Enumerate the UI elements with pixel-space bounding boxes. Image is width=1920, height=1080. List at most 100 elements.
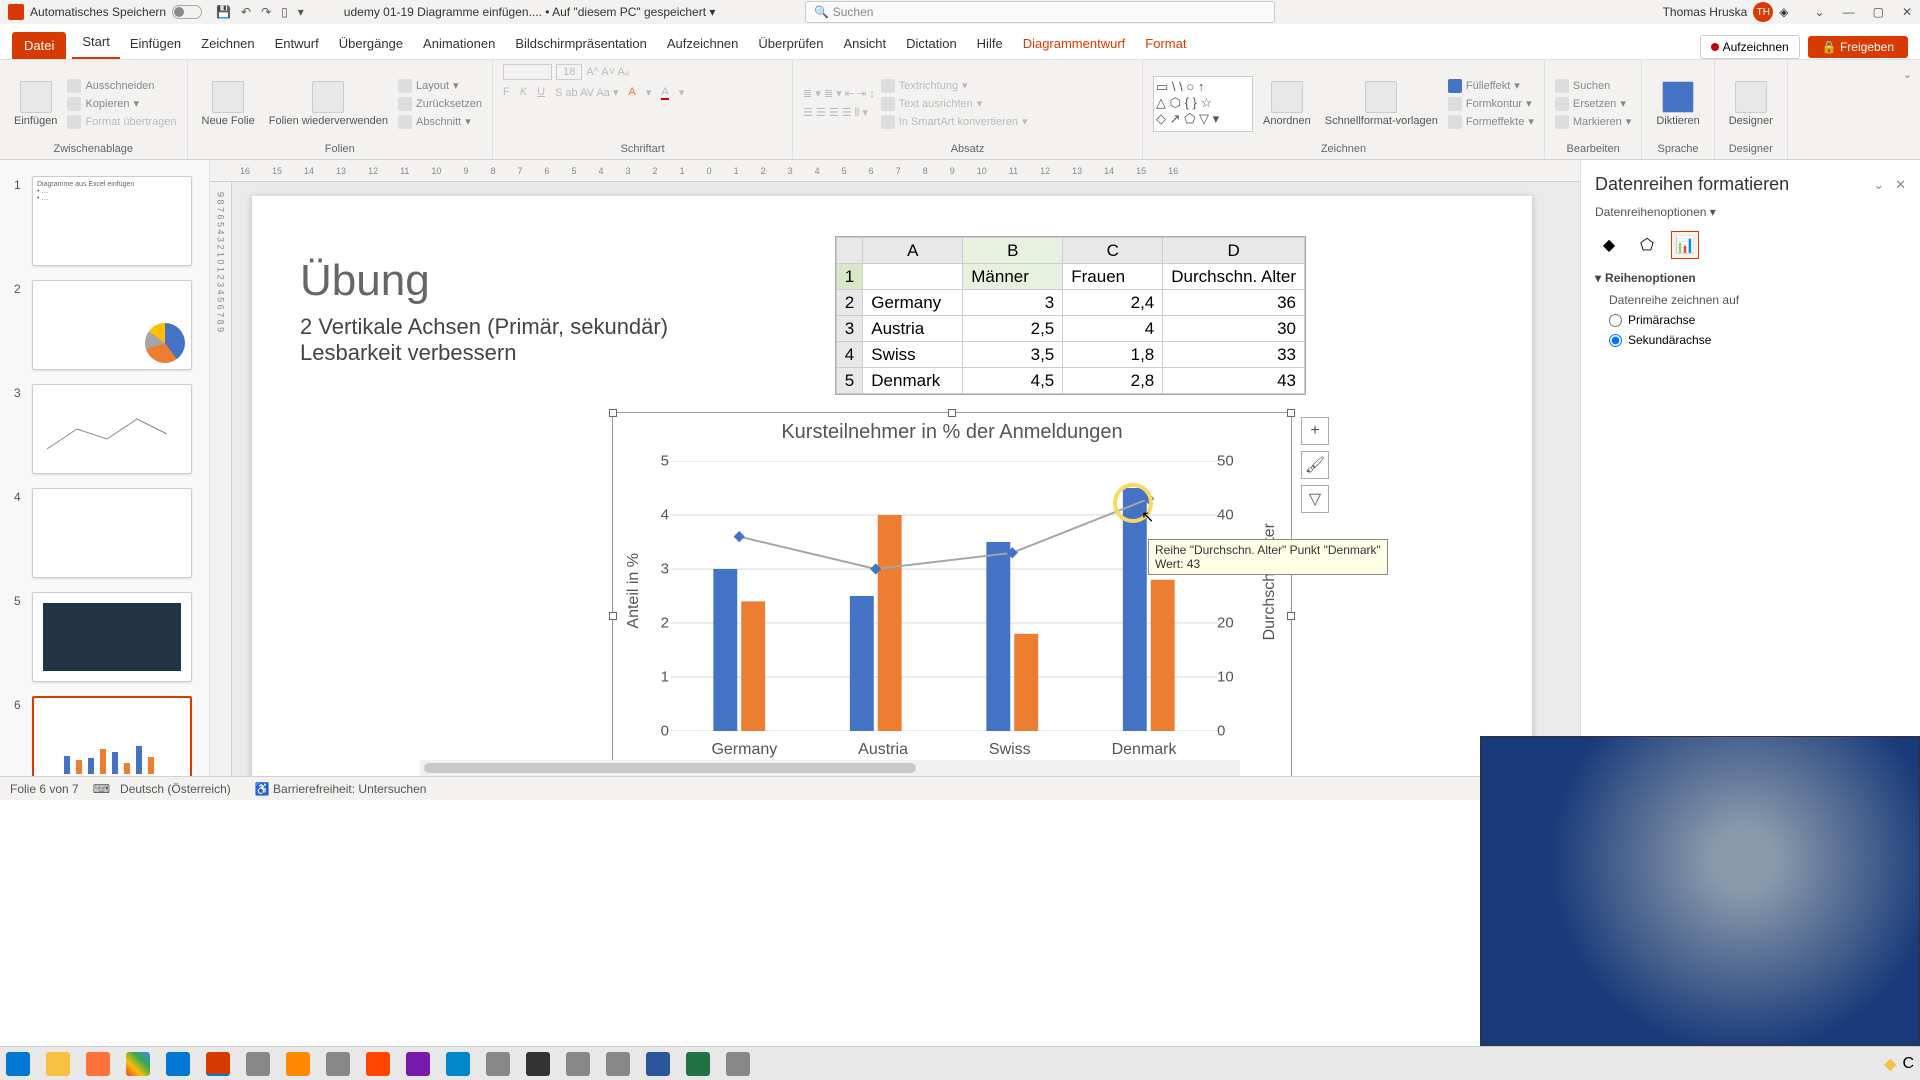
app-icon[interactable]: [566, 1052, 590, 1076]
chart-elements-button[interactable]: +: [1301, 417, 1329, 445]
primary-axis-radio[interactable]: [1609, 314, 1622, 327]
tab-draw[interactable]: Zeichnen: [191, 28, 264, 59]
section-button[interactable]: Abschnitt ▾: [398, 115, 482, 129]
paste-button[interactable]: Einfügen: [10, 79, 61, 129]
slide-title[interactable]: Übung: [300, 256, 430, 306]
username[interactable]: Thomas Hruska: [1663, 5, 1748, 19]
search-box[interactable]: 🔍 Suchen: [805, 1, 1275, 23]
firefox-icon[interactable]: [86, 1052, 110, 1076]
tab-file[interactable]: Datei: [12, 32, 66, 59]
tab-help[interactable]: Hilfe: [967, 28, 1013, 59]
section-header[interactable]: ▾ Reihenoptionen: [1595, 271, 1906, 285]
record-button[interactable]: Aufzeichnen: [1700, 35, 1800, 59]
slide-panel[interactable]: 1Diagramme aus Excel einfügen• …• … 2 3 4 5 6…: [0, 160, 210, 776]
tab-chart-design[interactable]: Diagrammentwurf: [1013, 28, 1136, 59]
slide-counter[interactable]: Folie 6 von 7: [10, 782, 79, 796]
slide-thumb-2[interactable]: 2: [32, 280, 191, 370]
tray-icon[interactable]: ◆: [1884, 1054, 1896, 1074]
new-slide-button[interactable]: Neue Folie: [198, 79, 259, 129]
taskbar[interactable]: ◆ C: [0, 1046, 1920, 1080]
series-options-icon[interactable]: 📊: [1671, 231, 1699, 259]
slide-thumb-1[interactable]: 1Diagramme aus Excel einfügen• …• …: [32, 176, 191, 266]
shape-outline-button[interactable]: Formkontur ▾: [1448, 97, 1534, 111]
chart-title[interactable]: Kursteilnehmer in % der Anmeldungen: [613, 421, 1291, 444]
arrange-button[interactable]: Anordnen: [1259, 79, 1315, 129]
ribbon-options-icon[interactable]: ⌄: [1815, 5, 1825, 19]
powerpoint-taskbar-icon[interactable]: [206, 1052, 230, 1076]
slide-thumb-5[interactable]: 5: [32, 592, 191, 682]
start-button[interactable]: [6, 1052, 30, 1076]
slide-canvas[interactable]: Übung 2 Vertikale Achsen (Primär, sekund…: [252, 196, 1532, 776]
effects-icon[interactable]: ⬠: [1633, 231, 1661, 259]
close-icon[interactable]: ✕: [1902, 5, 1912, 19]
reset-button[interactable]: Zurücksetzen: [398, 97, 482, 111]
maximize-icon[interactable]: ▢: [1873, 5, 1884, 19]
app-icon[interactable]: [486, 1052, 510, 1076]
qat-dropdown-icon[interactable]: ▾: [298, 5, 304, 19]
replace-button[interactable]: Ersetzen ▾: [1555, 97, 1631, 111]
select-button[interactable]: Markieren ▾: [1555, 115, 1631, 129]
vlc-icon[interactable]: [286, 1052, 310, 1076]
chart-plot-area[interactable]: [671, 461, 1217, 731]
tab-record[interactable]: Aufzeichnen: [657, 28, 749, 59]
app-icon[interactable]: [366, 1052, 390, 1076]
app-icon[interactable]: [526, 1052, 550, 1076]
telegram-icon[interactable]: [446, 1052, 470, 1076]
tab-format[interactable]: Format: [1135, 28, 1196, 59]
onenote-icon[interactable]: [406, 1052, 430, 1076]
autosave-toggle[interactable]: [172, 5, 202, 19]
tab-review[interactable]: Überprüfen: [748, 28, 833, 59]
minimize-icon[interactable]: —: [1843, 5, 1855, 19]
language-indicator[interactable]: Deutsch (Österreich): [120, 782, 231, 796]
tab-dictation[interactable]: Dictation: [896, 28, 967, 59]
slide-thumb-3[interactable]: 3: [32, 384, 191, 474]
tab-transitions[interactable]: Übergänge: [329, 28, 413, 59]
pane-dropdown-icon[interactable]: ⌄: [1873, 177, 1884, 192]
slide-subtitle[interactable]: 2 Vertikale Achsen (Primär, sekundär) Le…: [300, 314, 668, 366]
excel-icon[interactable]: [686, 1052, 710, 1076]
app-icon[interactable]: [606, 1052, 630, 1076]
pane-options-label[interactable]: Datenreihenoptionen: [1595, 205, 1706, 219]
copy-button[interactable]: Kopieren ▾: [67, 97, 176, 111]
quickstyles-button[interactable]: Schnellformat-vorlagen: [1321, 79, 1442, 129]
tab-slideshow[interactable]: Bildschirmpräsentation: [505, 28, 657, 59]
format-painter-button[interactable]: Format übertragen: [67, 115, 176, 129]
shape-fill-button[interactable]: Fülleffekt ▾: [1448, 79, 1534, 93]
tab-design[interactable]: Entwurf: [265, 28, 329, 59]
diamond-icon[interactable]: ◈: [1779, 5, 1788, 19]
slideshow-icon[interactable]: ▯: [281, 5, 288, 19]
tab-start[interactable]: Start: [72, 26, 119, 59]
tab-view[interactable]: Ansicht: [833, 28, 896, 59]
designer-button[interactable]: Designer: [1725, 79, 1777, 129]
data-table[interactable]: ABCD1MännerFrauenDurchschn. Alter2German…: [835, 236, 1306, 395]
explorer-icon[interactable]: [46, 1052, 70, 1076]
share-button[interactable]: 🔒 Freigeben: [1808, 36, 1908, 58]
slide-thumb-4[interactable]: 4: [32, 488, 191, 578]
tab-insert[interactable]: Einfügen: [120, 28, 191, 59]
avatar[interactable]: TH: [1753, 2, 1773, 22]
app-icon[interactable]: [326, 1052, 350, 1076]
cut-button[interactable]: Ausschneiden: [67, 79, 176, 93]
app-icon[interactable]: [726, 1052, 750, 1076]
save-icon[interactable]: 💾: [216, 5, 231, 19]
undo-icon[interactable]: ↶: [241, 5, 251, 19]
slide-thumb-6[interactable]: 6: [32, 696, 191, 776]
horizontal-scrollbar[interactable]: [420, 760, 1240, 776]
dictate-button[interactable]: Diktieren: [1652, 79, 1703, 129]
chrome-icon[interactable]: [126, 1052, 150, 1076]
layout-button[interactable]: Layout ▾: [398, 79, 482, 93]
shape-effects-button[interactable]: Formeffekte ▾: [1448, 115, 1534, 129]
chart[interactable]: + 🖌 ▽ Kursteilnehmer in % der Anmeldunge…: [612, 412, 1292, 776]
ribbon-collapse-icon[interactable]: ⌄: [1895, 60, 1920, 159]
pane-close-icon[interactable]: ✕: [1895, 177, 1906, 192]
outlook-icon[interactable]: [166, 1052, 190, 1076]
find-button[interactable]: Suchen: [1555, 79, 1631, 93]
chart-filter-button[interactable]: ▽: [1301, 485, 1329, 513]
fill-line-icon[interactable]: ◆: [1595, 231, 1623, 259]
accessibility-checker[interactable]: ♿ Barrierefreiheit: Untersuchen: [255, 782, 427, 796]
reuse-slides-button[interactable]: Folien wiederverwenden: [265, 79, 392, 129]
app-icon[interactable]: [246, 1052, 270, 1076]
tray-icon[interactable]: C: [1902, 1055, 1914, 1073]
redo-icon[interactable]: ↷: [261, 5, 271, 19]
chart-styles-button[interactable]: 🖌: [1301, 451, 1329, 479]
